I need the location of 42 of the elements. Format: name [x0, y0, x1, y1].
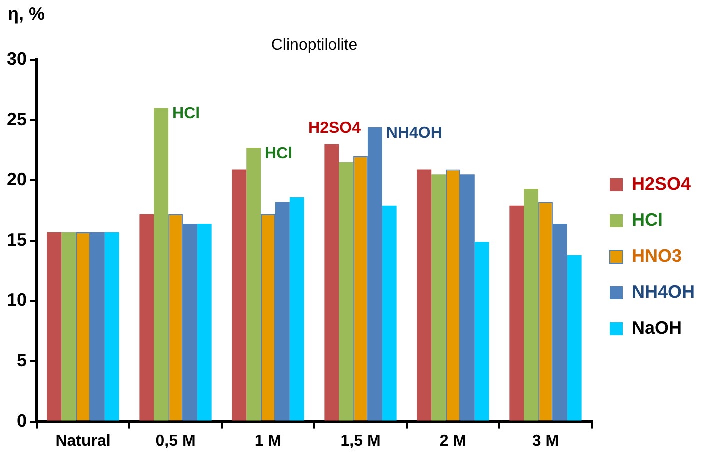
bar: [432, 174, 446, 421]
y-tick-label: 30: [6, 48, 28, 69]
annotation: HCl: [172, 106, 200, 123]
x-tick-label: Natural: [56, 432, 111, 450]
bar: [324, 144, 340, 421]
annotation: H2SO4: [308, 120, 362, 137]
bar: [246, 148, 262, 421]
bar: [474, 242, 490, 421]
legend-label: HCl: [632, 210, 663, 230]
y-axis-title: η, %: [8, 4, 46, 24]
legend-label: NaOH: [632, 318, 682, 338]
bar: [154, 108, 169, 421]
bar: [47, 232, 62, 421]
bar: [382, 206, 397, 421]
legend-label: H2SO4: [632, 174, 692, 194]
y-tick-label: 15: [6, 230, 28, 250]
bar: [232, 170, 247, 421]
bar: [524, 189, 539, 421]
bar: [197, 224, 212, 421]
y-tick-label: 10: [6, 290, 28, 310]
bar: [339, 162, 354, 421]
y-tick-label: 0: [17, 410, 28, 431]
bar: [290, 197, 304, 421]
bar: [567, 255, 582, 421]
bar: [140, 214, 154, 421]
x-tick-label: 0,5 M: [156, 432, 196, 450]
bar: [62, 232, 76, 421]
annotation: HCl: [265, 145, 293, 162]
y-tick-label: 5: [17, 350, 28, 370]
y-tick-label: 25: [6, 109, 28, 130]
x-tick-label: 2 M: [440, 432, 467, 450]
legend-label: NH4OH: [632, 282, 696, 302]
x-tick-label: 1 M: [254, 432, 282, 450]
chart-title: Clinoptilolite: [271, 37, 358, 54]
annotation: NH4OH: [386, 124, 442, 142]
bar: [104, 232, 120, 421]
legend-label: HNO3: [632, 246, 682, 266]
x-tick-label: 1,5 M: [340, 432, 381, 450]
y-tick-label: 20: [6, 170, 28, 190]
x-tick-label: 3 M: [532, 432, 560, 450]
bar: [510, 206, 524, 421]
bar: [417, 170, 432, 421]
